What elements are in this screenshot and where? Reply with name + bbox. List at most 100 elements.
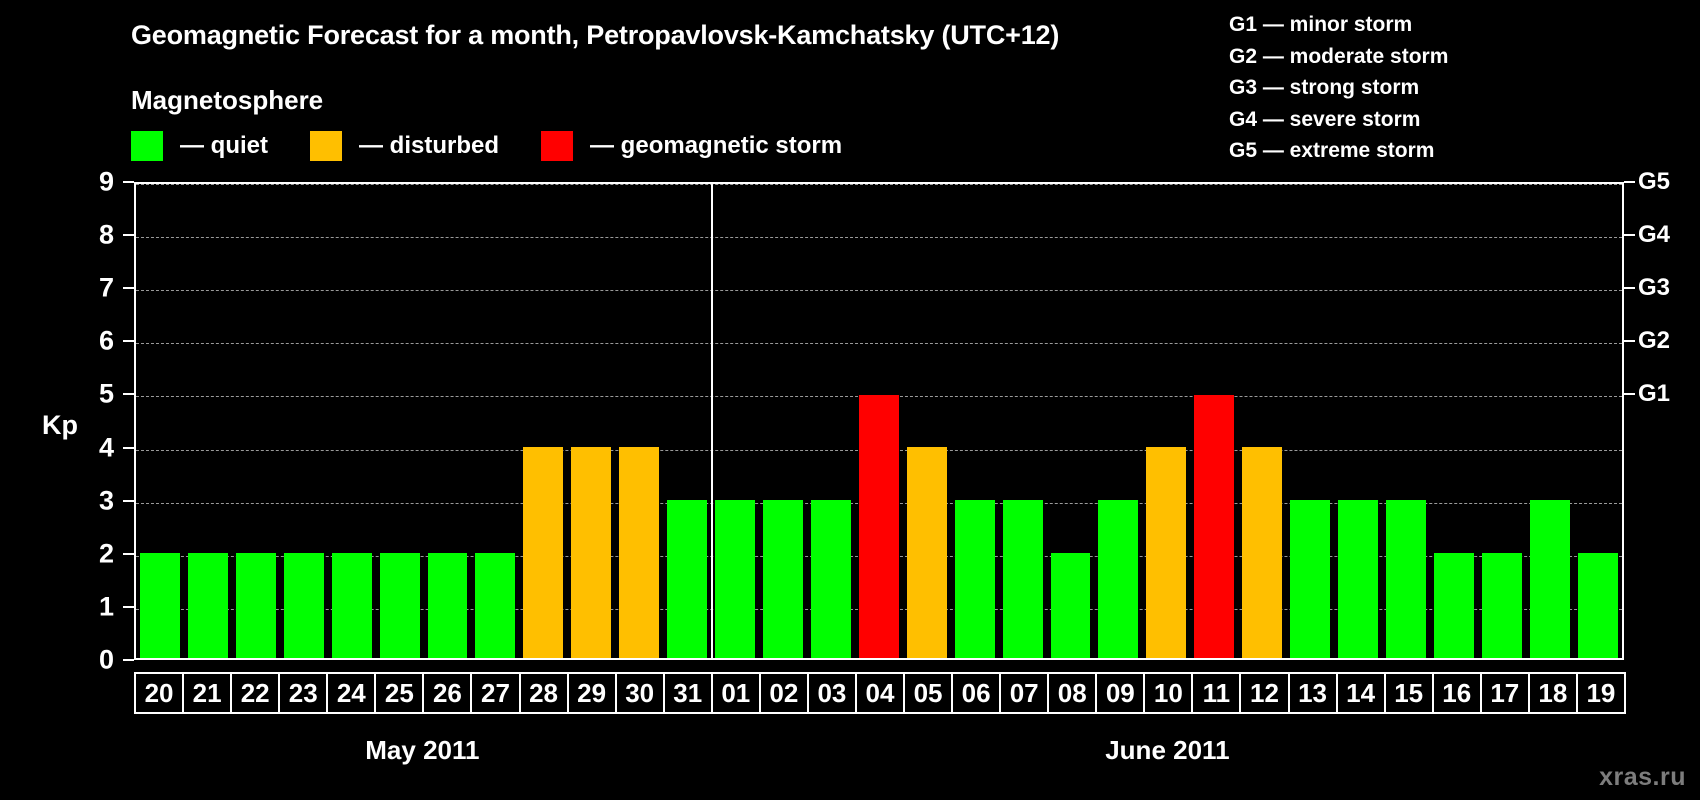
day-label[interactable]: 11 [1191, 672, 1242, 714]
day-label[interactable]: 04 [854, 672, 905, 714]
bar[interactable] [715, 500, 755, 658]
bar[interactable] [1290, 500, 1331, 658]
day-label[interactable]: 01 [710, 672, 761, 714]
bar-cell[interactable] [903, 184, 951, 658]
bar[interactable] [427, 552, 468, 658]
bar[interactable] [667, 500, 708, 658]
day-label[interactable]: 12 [1239, 672, 1290, 714]
day-label[interactable]: 20 [134, 672, 185, 714]
day-label[interactable]: 02 [758, 672, 809, 714]
bar-cell[interactable] [328, 184, 376, 658]
month-divider [711, 184, 714, 658]
bar-cell[interactable] [1574, 184, 1622, 658]
bar-cell[interactable] [1142, 184, 1190, 658]
day-label[interactable]: 17 [1479, 672, 1530, 714]
day-label[interactable]: 07 [999, 672, 1050, 714]
day-label[interactable]: 23 [278, 672, 329, 714]
bar-cell[interactable] [711, 184, 759, 658]
bar[interactable] [331, 552, 372, 658]
g-tick-mark [1624, 234, 1635, 237]
bar-cell[interactable] [136, 184, 184, 658]
day-label[interactable]: 06 [951, 672, 1002, 714]
bar[interactable] [954, 500, 995, 658]
bar[interactable] [1002, 500, 1043, 658]
day-label[interactable]: 24 [326, 672, 377, 714]
day-label[interactable]: 29 [566, 672, 617, 714]
bar[interactable] [1242, 447, 1283, 658]
bar[interactable] [1577, 552, 1618, 658]
bar[interactable] [475, 552, 516, 658]
day-label[interactable]: 15 [1383, 672, 1434, 714]
day-label[interactable]: 09 [1095, 672, 1146, 714]
bar-cell[interactable] [1238, 184, 1286, 658]
bar-cell[interactable] [471, 184, 519, 658]
bar-cell[interactable] [615, 184, 663, 658]
legend-swatch-icon [310, 131, 342, 161]
bar[interactable] [1529, 500, 1570, 658]
day-label[interactable]: 16 [1431, 672, 1482, 714]
bar[interactable] [810, 500, 851, 658]
day-label[interactable]: 18 [1527, 672, 1578, 714]
bar[interactable] [1050, 552, 1091, 658]
bar[interactable] [571, 447, 612, 658]
bar-cell[interactable] [184, 184, 232, 658]
bar-cell[interactable] [759, 184, 807, 658]
g-scale-item: G3 — strong storm [1229, 76, 1420, 99]
bar-cell[interactable] [807, 184, 855, 658]
day-label[interactable]: 27 [470, 672, 521, 714]
bar[interactable] [1098, 500, 1139, 658]
bar[interactable] [523, 447, 564, 658]
bar[interactable] [1194, 394, 1235, 658]
day-label[interactable]: 10 [1143, 672, 1194, 714]
day-label[interactable]: 22 [230, 672, 281, 714]
bar-cell[interactable] [1047, 184, 1095, 658]
day-label[interactable]: 19 [1575, 672, 1626, 714]
day-label[interactable]: 03 [806, 672, 857, 714]
bar-cell[interactable] [280, 184, 328, 658]
bar-cell[interactable] [567, 184, 615, 658]
day-label[interactable]: 25 [374, 672, 425, 714]
bar[interactable] [906, 447, 947, 658]
bar[interactable] [283, 552, 324, 658]
bar-cell[interactable] [1382, 184, 1430, 658]
bar[interactable] [1146, 447, 1187, 658]
bar-cell[interactable] [1526, 184, 1574, 658]
bar-cell[interactable] [519, 184, 567, 658]
bar-cell[interactable] [663, 184, 711, 658]
y-tick-mark [123, 393, 134, 396]
day-label[interactable]: 30 [614, 672, 665, 714]
bar[interactable] [1433, 552, 1474, 658]
day-label[interactable]: 08 [1047, 672, 1098, 714]
bar-cell[interactable] [1094, 184, 1142, 658]
bar[interactable] [1385, 500, 1426, 658]
bar[interactable] [858, 394, 899, 658]
bar-cell[interactable] [424, 184, 472, 658]
bar[interactable] [140, 552, 180, 658]
g-tick-mark [1624, 340, 1635, 343]
bar-cell[interactable] [1430, 184, 1478, 658]
day-label[interactable]: 31 [662, 672, 713, 714]
day-label[interactable]: 21 [182, 672, 233, 714]
bar[interactable] [187, 552, 228, 658]
bar-cell[interactable] [999, 184, 1047, 658]
bar[interactable] [379, 552, 420, 658]
bar[interactable] [1481, 552, 1522, 658]
bar-cell[interactable] [951, 184, 999, 658]
bar-cell[interactable] [376, 184, 424, 658]
bar-cell[interactable] [855, 184, 903, 658]
bar-cell[interactable] [1478, 184, 1526, 658]
bar-cell[interactable] [1334, 184, 1382, 658]
day-label[interactable]: 26 [422, 672, 473, 714]
day-label[interactable]: 28 [518, 672, 569, 714]
day-label[interactable]: 13 [1287, 672, 1338, 714]
day-label[interactable]: 14 [1335, 672, 1386, 714]
bar-cell[interactable] [232, 184, 280, 658]
bar-cell[interactable] [1190, 184, 1238, 658]
day-label[interactable]: 05 [903, 672, 954, 714]
bar[interactable] [1338, 500, 1378, 658]
bar[interactable] [762, 500, 803, 658]
bar[interactable] [619, 447, 660, 658]
bar[interactable] [235, 552, 276, 658]
bar-cell[interactable] [1286, 184, 1334, 658]
